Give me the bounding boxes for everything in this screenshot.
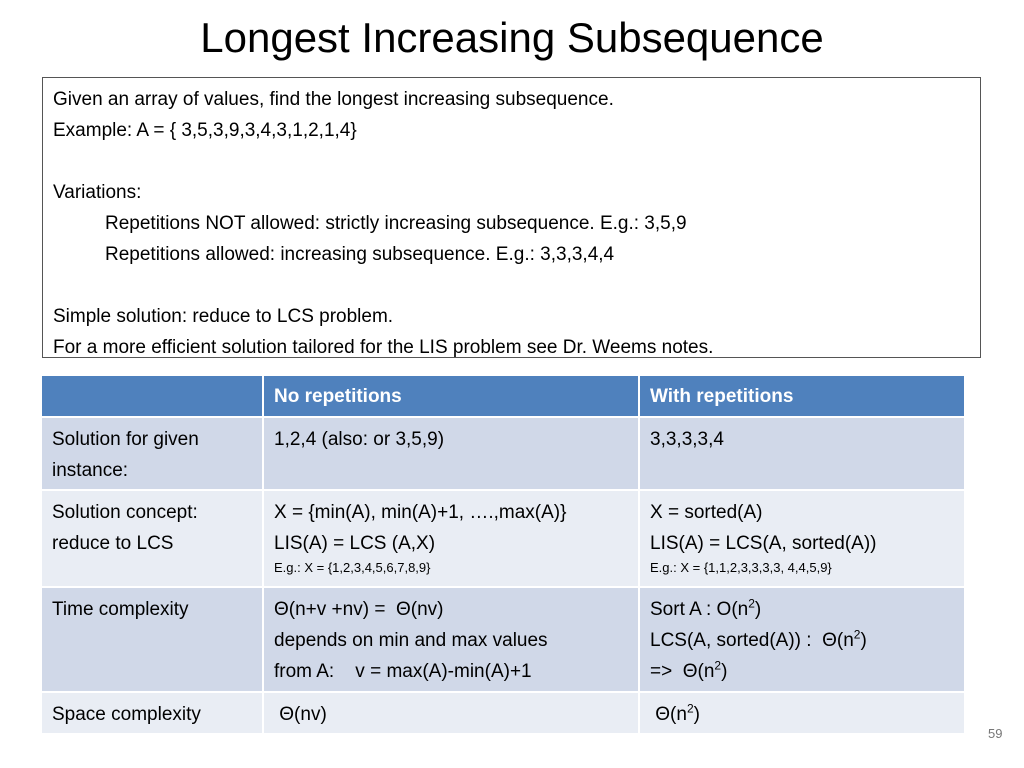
table-cell: 1,2,4 (also: or 3,5,9) (264, 418, 640, 491)
slide-title: Longest Increasing Subsequence (200, 14, 824, 61)
text: from A: v = max(A)-min(A)+1 (274, 661, 532, 682)
cell-line: from A: v = max(A)-min(A)+1 (274, 656, 628, 687)
text: ) (721, 661, 728, 682)
example-note: E.g.: X = {1,1,2,3,3,3,3, 4,4,5,9} (650, 560, 832, 575)
header-cell: No repetitions (264, 376, 640, 418)
row-label: Space complexity (42, 693, 264, 735)
cell-line: Θ(nv) (274, 699, 628, 730)
text: LIS(A) = LCS (A,X) (274, 533, 436, 554)
page-number: 59 (988, 726, 1003, 741)
table-row: Solution for given instance: 1,2,4 (also: … (42, 418, 964, 491)
superscript: 2 (853, 627, 861, 642)
cell-line: LIS(A) = LCS(A, sorted(A)) (650, 528, 954, 559)
text: ) (693, 704, 700, 725)
spacer (53, 146, 970, 177)
table-row: Time complexity Θ(n+v +nv) = Θ(nv) depends… (42, 588, 964, 693)
intro-line: Given an array of values, find the longe… (53, 89, 614, 110)
text: Sort A : O(n (650, 599, 749, 620)
variation-item: Repetitions allowed: increasing subseque… (105, 244, 615, 265)
superscript: 2 (686, 701, 694, 716)
table-row: Space complexity Θ(nv) Θ(n2) (42, 693, 964, 735)
cell-line: depends on min and max values (274, 625, 628, 656)
text: Θ(n (650, 704, 687, 725)
example-note: E.g.: X = {1,2,3,4,5,6,7,8,9} (274, 560, 431, 575)
row-label: Time complexity (42, 588, 264, 693)
table-cell: Θ(n+v +nv) = Θ(nv) depends on min and max… (264, 588, 640, 693)
text: => Θ(n (650, 661, 715, 682)
cell-line: X = sorted(A) (650, 497, 954, 528)
text: ) (754, 599, 762, 620)
cell-line: LCS(A, sorted(A)) : Θ(n2) (650, 625, 954, 656)
table-cell: X = sorted(A) LIS(A) = LCS(A, sorted(A)) E… (640, 491, 964, 588)
cell-line: => Θ(n2) (650, 656, 954, 687)
cell-line: LIS(A) = LCS (A,X) (274, 528, 628, 559)
cell-line: 1,2,4 (also: or 3,5,9) (274, 424, 628, 455)
label-line: instance: (52, 460, 129, 481)
cell-line: Sort A : O(n2) (650, 594, 954, 625)
header-row: No repetitions With repetitions (42, 376, 964, 418)
text: 3,3,3,3,4 (650, 429, 724, 450)
variations-label: Variations: (53, 182, 142, 203)
label-line: Solution concept: (52, 502, 198, 523)
superscript: 2 (714, 658, 722, 673)
label-line: Space complexity (52, 704, 201, 725)
text: X = {min(A), min(A)+1, ….,max(A)} (274, 502, 567, 523)
variation-item: Repetitions NOT allowed: strictly increa… (105, 213, 687, 234)
table-cell: Sort A : O(n2) LCS(A, sorted(A)) : Θ(n2) =… (640, 588, 964, 693)
text: X = sorted(A) (650, 502, 763, 523)
text: Θ(nv) (274, 704, 327, 725)
table-cell: X = {min(A), min(A)+1, ….,max(A)} LIS(A) … (264, 491, 640, 588)
header-cell (42, 376, 264, 418)
row-label: Solution for given instance: (42, 418, 264, 491)
cell-line: 3,3,3,3,4 (650, 424, 954, 455)
intro-line: Example: A = { 3,5,3,9,3,4,3,1,2,1,4} (53, 120, 357, 141)
text: 1,2,4 (also: or 3,5,9) (274, 429, 445, 450)
label-line: Time complexity (52, 599, 189, 620)
table-cell: Θ(nv) (264, 693, 640, 735)
text: LIS(A) = LCS(A, sorted(A)) (650, 533, 877, 554)
table-cell: Θ(n2) (640, 693, 964, 735)
text: LCS(A, sorted(A)) : Θ(n (650, 630, 854, 651)
intro-line: For a more efficient solution tailored f… (53, 337, 714, 358)
cell-line: Θ(n2) (650, 699, 954, 730)
header-cell: With repetitions (640, 376, 964, 418)
text: ) (860, 630, 867, 651)
cell-line: Θ(n+v +nv) = Θ(nv) (274, 594, 628, 625)
table-row: Solution concept: reduce to LCS X = {min(A… (42, 491, 964, 588)
spacer (53, 270, 970, 301)
cell-line: X = {min(A), min(A)+1, ….,max(A)} (274, 497, 628, 528)
superscript: 2 (748, 596, 755, 611)
row-label: Solution concept: reduce to LCS (42, 491, 264, 588)
intro-box: Given an array of values, find the longe… (42, 77, 981, 358)
text: Θ(n+v +nv) = Θ(nv) (274, 599, 444, 620)
label-line: Solution for given (52, 429, 199, 450)
text: depends on min and max values (274, 630, 548, 651)
comparison-table: No repetitions With repetitions Solution f… (42, 376, 964, 735)
table-cell: 3,3,3,3,4 (640, 418, 964, 491)
label-line: reduce to LCS (52, 533, 174, 554)
intro-line: Simple solution: reduce to LCS problem. (53, 306, 394, 327)
